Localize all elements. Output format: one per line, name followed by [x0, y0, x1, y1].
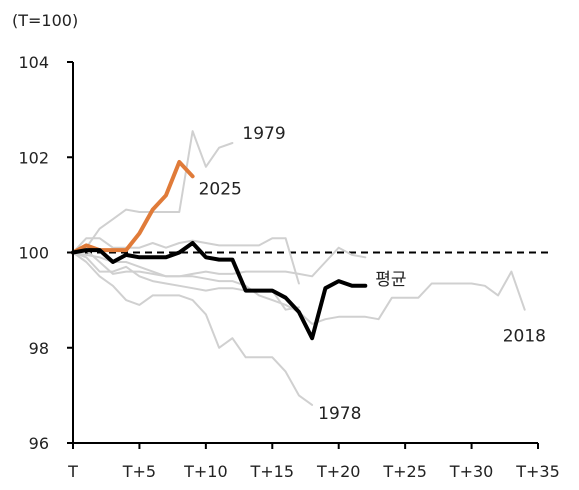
series-line-평균 — [71, 241, 368, 341]
x-tick-label: T+15 — [250, 462, 295, 481]
x-tick-label: T+20 — [316, 462, 361, 481]
y-tick-label: 100 — [18, 244, 49, 263]
y-tick-label: 98 — [29, 339, 49, 358]
y-tick-label: 104 — [18, 53, 49, 72]
series-label-2018: 2018 — [503, 327, 546, 347]
series-label-평균: 평균 — [375, 270, 406, 290]
x-tick-label: T+5 — [122, 462, 156, 481]
y-tick-label: 102 — [18, 148, 49, 167]
x-tick-label: T+25 — [382, 462, 427, 481]
x-tick-label: T — [67, 462, 78, 481]
y-tick-label: 96 — [29, 434, 49, 453]
x-tick-label: T+35 — [515, 462, 560, 481]
series-line-1978 — [72, 251, 314, 406]
series-line-2025 — [71, 160, 195, 255]
unit-label: (T=100) — [12, 11, 78, 30]
series-label-2025: 2025 — [199, 179, 242, 199]
x-tick-label: T+30 — [449, 462, 494, 481]
series-layer — [71, 130, 526, 406]
series-line-6 — [72, 246, 367, 278]
axes-layer: 96 98 100 102 104 T T+5 T+10 T+15 T+20 T+25 T+30 T+3… — [18, 53, 559, 481]
series-label-1979: 1979 — [242, 124, 285, 144]
series-label-1978: 1978 — [318, 404, 361, 424]
label-layer: 2025 평균 1979 1978 2018 — [199, 124, 546, 424]
series-line-5 — [72, 237, 300, 285]
x-tick-label: T+10 — [183, 462, 228, 481]
